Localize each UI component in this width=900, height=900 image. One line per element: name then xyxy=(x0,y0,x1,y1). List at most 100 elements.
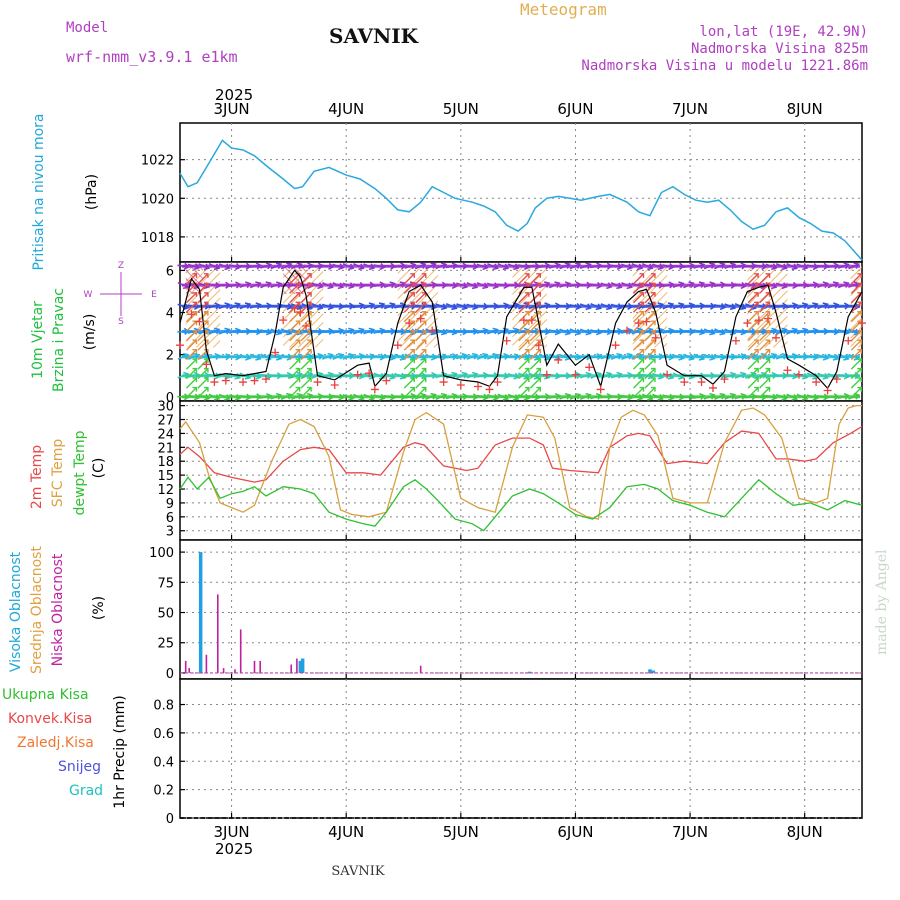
wind-arrow xyxy=(332,393,345,401)
wind-ylabel-1: 10m Vjetar xyxy=(30,301,46,379)
wind-arrow xyxy=(559,372,572,380)
wind-arrow xyxy=(187,371,200,379)
wind-arrow-diagonal xyxy=(197,330,209,342)
wind-gust-marker xyxy=(221,376,230,385)
wind-arrow xyxy=(228,262,242,271)
bottom-date-3JUN: 3JUN xyxy=(213,823,249,841)
wind-arrow xyxy=(703,302,716,310)
top-date-5JUN: 5JUN xyxy=(443,100,479,118)
wind-arrow xyxy=(456,303,468,311)
cloud-bar-low xyxy=(296,658,298,673)
wind-arrow xyxy=(198,263,210,271)
wind-arrow-diagonal xyxy=(300,282,312,294)
wind-arrow-diagonal xyxy=(289,358,301,370)
wind-arrow-diagonal xyxy=(644,386,656,399)
wind-arrow xyxy=(734,281,747,290)
wind-gust-marker xyxy=(623,326,632,335)
wind-arrow-diagonal xyxy=(747,292,759,304)
coords-label: lon,lat (19E, 42.9N) xyxy=(699,24,868,40)
wind-gust-marker xyxy=(534,341,543,350)
wind-arrow xyxy=(487,327,499,335)
model-label: Model xyxy=(66,20,109,36)
wind-arrow xyxy=(177,327,190,336)
wind-arrow-diagonal xyxy=(850,348,862,361)
wind-gust-marker xyxy=(642,317,651,326)
wind-arrow-diagonal xyxy=(289,292,301,304)
wind-gust-marker xyxy=(527,316,536,325)
wind-gust-marker xyxy=(858,319,866,328)
wind-arrow xyxy=(177,303,190,311)
wind-gust-marker xyxy=(812,378,821,387)
wind-arrow-diagonal xyxy=(185,386,198,399)
wind-arrow xyxy=(456,371,468,379)
wind-arrow xyxy=(456,352,469,360)
wind-arrow xyxy=(332,327,345,335)
wind-arrow xyxy=(693,353,705,361)
wind-arrow xyxy=(322,352,334,360)
wind-arrow xyxy=(837,392,850,400)
wind-arrow-diagonal xyxy=(644,273,656,285)
wind-arrow-diagonal xyxy=(403,330,415,342)
wind-gust-marker xyxy=(382,376,391,385)
wind-arrow xyxy=(363,263,376,271)
wind-gust-marker xyxy=(519,316,528,325)
wind-arrow xyxy=(548,392,561,401)
wind-arrow xyxy=(559,302,572,310)
wind-arrow-diagonal xyxy=(632,311,645,323)
precip-legend-item: Grad xyxy=(69,783,103,799)
ytick-label-cloud: 75 xyxy=(157,576,174,591)
wind-arrow-diagonal xyxy=(747,330,759,342)
wind-arrow xyxy=(239,353,252,361)
ytick-label-cloud: 100 xyxy=(149,546,174,561)
wind-arrow xyxy=(631,327,644,335)
wind-gust-marker xyxy=(493,378,502,387)
cloud-bar-low xyxy=(419,665,422,673)
bottom-date-8JUN: 8JUN xyxy=(787,823,823,841)
precip-ylabel: 1hr Precip (mm) xyxy=(112,695,128,808)
wind-arrow-diagonal xyxy=(747,386,759,399)
wind-arrow xyxy=(538,302,551,310)
wind-arrow xyxy=(827,353,840,361)
wind-arrow xyxy=(786,352,799,361)
wind-arrow xyxy=(652,372,664,380)
wind-arrow xyxy=(321,303,334,311)
wind-arrow-diagonal xyxy=(185,367,198,380)
wind-arrow xyxy=(177,262,190,271)
temp-line-sfc xyxy=(179,404,862,520)
wind-arrow xyxy=(229,393,242,401)
wind-arrow-diagonal xyxy=(197,377,209,389)
wind-arrow-diagonal xyxy=(644,348,656,361)
ytick-label-wind: 4 xyxy=(166,307,174,322)
wind-arrow-diagonal xyxy=(185,330,198,342)
wind-arrow xyxy=(672,302,685,310)
wind-arrow xyxy=(827,281,840,289)
wind-arrow xyxy=(796,302,809,310)
wind-arrow xyxy=(600,303,613,311)
wind-arrow-diagonal xyxy=(632,330,645,342)
wind-arrow xyxy=(435,303,448,311)
wind-arrow xyxy=(652,263,664,271)
ytick-label-wind: 6 xyxy=(166,264,174,279)
wind-arrow xyxy=(208,327,221,335)
wind-arrow-diagonal xyxy=(632,292,645,304)
wind-arrow-diagonal xyxy=(759,377,771,389)
wind-arrow xyxy=(827,372,840,380)
wind-arrow-diagonal xyxy=(415,282,427,294)
wind-arrow xyxy=(806,281,819,289)
wind-arrow-diagonal xyxy=(759,348,771,361)
wind-gust-marker xyxy=(554,355,563,364)
wind-arrow xyxy=(177,393,190,401)
wind-arrow xyxy=(208,281,221,290)
wind-arrow xyxy=(249,302,262,310)
ytick-label-temperature: 9 xyxy=(166,497,174,512)
wind-gust-marker xyxy=(764,314,773,323)
wind-arrow xyxy=(806,327,819,335)
wind-gust-marker xyxy=(405,319,414,328)
page-title: SAVNIK xyxy=(329,24,419,48)
wind-arrow xyxy=(188,352,200,361)
wind-arrow xyxy=(755,262,768,271)
wind-arrow xyxy=(713,353,727,361)
wind-arrow xyxy=(363,327,375,335)
wind-arrow xyxy=(796,327,809,335)
wind-arrow-diagonal xyxy=(747,311,759,323)
